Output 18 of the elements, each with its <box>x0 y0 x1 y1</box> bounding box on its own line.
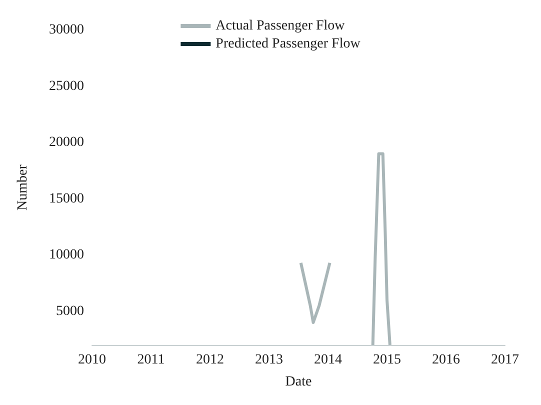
y-tick-label: 15000 <box>49 191 84 206</box>
x-tick-label: 2017 <box>491 352 519 368</box>
x-tick-label: 2014 <box>314 352 342 368</box>
x-axis-title: Date <box>285 374 312 390</box>
x-tick-label: 2016 <box>432 352 460 368</box>
legend-label: Predicted Passenger Flow <box>216 36 362 52</box>
x-tick-label: 2010 <box>78 352 106 368</box>
x-tick-label: 2012 <box>196 352 224 368</box>
x-tick-label: 2011 <box>137 352 165 368</box>
y-axis-title: Number <box>16 164 30 210</box>
y-tick-label: 5000 <box>56 304 84 319</box>
y-tick-label: 30000 <box>49 22 84 38</box>
x-tick-label: 2015 <box>373 352 401 368</box>
y-tick-label: 10000 <box>49 248 84 262</box>
y-tick-label: 20000 <box>49 135 84 150</box>
y-tick-label: 25000 <box>49 78 84 94</box>
legend-label: Actual Passenger Flow <box>216 18 346 34</box>
x-tick-label: 2013 <box>255 352 283 368</box>
